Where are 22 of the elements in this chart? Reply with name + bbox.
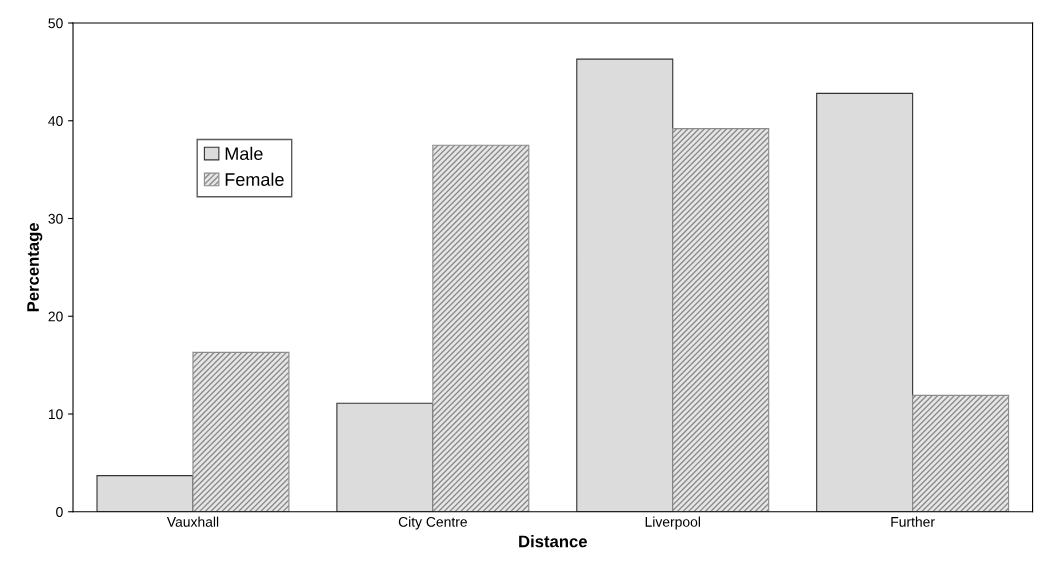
bar — [336, 402, 434, 512]
x-axis-title: Distance — [519, 535, 587, 548]
bar — [912, 394, 1010, 512]
y-axis-title: Percentage — [27, 223, 43, 312]
legend-label: Male — [225, 146, 263, 161]
y-tick-label: 0 — [56, 507, 63, 517]
y-tick-label: 10 — [48, 409, 63, 420]
x-tick-label: Liverpool — [645, 516, 700, 530]
x-tick-label: Further — [891, 516, 935, 527]
bar — [192, 351, 290, 512]
bar — [672, 128, 770, 512]
bar — [432, 144, 530, 512]
y-tick-label: 40 — [48, 116, 63, 126]
bar — [816, 92, 914, 512]
bar — [96, 475, 194, 512]
y-tick-label: 30 — [48, 213, 63, 224]
legend-label: Female — [225, 172, 284, 186]
x-tick-label: City Centre — [398, 516, 467, 530]
y-tick-label: 20 — [48, 311, 63, 322]
x-tick-label: Vauxhall — [166, 516, 219, 527]
y-tick-label: 50 — [48, 18, 63, 29]
bar — [576, 58, 674, 512]
